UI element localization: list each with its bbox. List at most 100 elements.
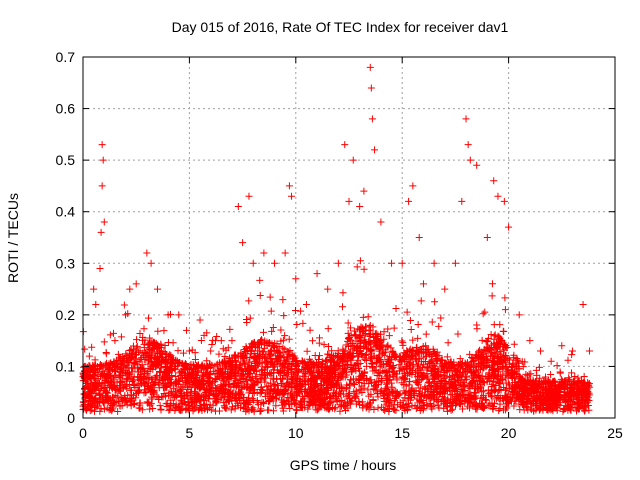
data-point (405, 391, 413, 399)
data-point (214, 396, 222, 404)
data-point (275, 348, 283, 356)
data-point (161, 392, 169, 400)
data-point (248, 340, 256, 348)
data-point (303, 347, 311, 355)
data-point (492, 349, 500, 357)
data-point (228, 357, 236, 365)
data-point (103, 404, 111, 412)
data-point (285, 383, 293, 391)
data-point (451, 365, 459, 373)
data-point (376, 359, 384, 367)
data-point (108, 383, 116, 391)
data-point (535, 406, 543, 414)
data-point (128, 364, 136, 372)
data-point-outlier (377, 218, 385, 226)
data-point (527, 406, 535, 414)
data-point (293, 361, 301, 369)
data-point-outlier (367, 84, 375, 92)
data-point (349, 379, 357, 387)
data-point-outlier (313, 270, 321, 278)
data-point (250, 406, 258, 414)
data-point (408, 347, 416, 355)
data-point (174, 347, 182, 355)
data-point-outlier (111, 337, 119, 345)
data-point (535, 382, 543, 390)
data-point-outlier (185, 347, 193, 355)
data-point (436, 360, 444, 368)
data-point (454, 330, 462, 338)
data-point (289, 370, 297, 378)
data-point (321, 388, 329, 396)
data-point (324, 404, 332, 412)
data-point (144, 341, 152, 349)
data-point (251, 381, 259, 389)
data-point (581, 383, 589, 391)
data-point (209, 336, 217, 344)
data-point (304, 405, 312, 413)
data-point (195, 361, 203, 369)
data-point (145, 339, 153, 347)
data-point (105, 397, 113, 405)
data-point (328, 369, 336, 377)
data-point (99, 367, 107, 375)
data-point (399, 341, 407, 349)
data-point (341, 373, 349, 381)
data-point (360, 265, 368, 273)
data-point (205, 374, 213, 382)
data-point (117, 333, 125, 341)
data-point-outlier (97, 228, 105, 236)
data-point (242, 316, 250, 324)
data-point (504, 372, 512, 380)
data-point (407, 325, 415, 333)
data-point (171, 379, 179, 387)
data-point (213, 361, 221, 369)
data-point (199, 393, 207, 401)
data-point (128, 395, 136, 403)
data-point (240, 352, 248, 360)
data-point (447, 358, 455, 366)
data-point (161, 341, 169, 349)
data-point (468, 369, 476, 377)
data-point (137, 377, 145, 385)
data-point (493, 344, 501, 352)
data-point (146, 364, 154, 372)
data-point (473, 373, 481, 381)
data-point (386, 397, 394, 405)
data-point (136, 329, 144, 337)
data-point (467, 391, 475, 399)
data-point (143, 383, 151, 391)
x-tick-label: 5 (186, 425, 194, 441)
data-point (292, 374, 300, 382)
data-point (328, 380, 336, 388)
data-point (240, 360, 248, 368)
data-point (291, 306, 299, 314)
data-point (571, 372, 579, 380)
data-point (368, 350, 376, 358)
data-point (483, 338, 491, 346)
data-point (274, 358, 282, 366)
data-point (333, 353, 341, 361)
data-point (211, 407, 219, 415)
y-axis-label: ROTI / TECUs (5, 193, 21, 283)
data-point (517, 383, 525, 391)
data-point (393, 374, 401, 382)
data-point (360, 369, 368, 377)
data-point (509, 384, 517, 392)
data-point (525, 394, 533, 402)
data-point (388, 388, 396, 396)
data-point (155, 394, 163, 402)
data-point (172, 393, 180, 401)
data-point (203, 364, 211, 372)
data-point (360, 336, 368, 344)
data-point (582, 403, 590, 411)
data-point (472, 368, 480, 376)
data-point (88, 343, 96, 351)
data-point (273, 375, 281, 383)
data-point (194, 406, 202, 414)
data-point (269, 407, 277, 415)
data-point (490, 358, 498, 366)
data-point-outlier (585, 347, 593, 355)
data-point (567, 383, 575, 391)
data-point-outlier (334, 259, 342, 267)
data-point (92, 394, 100, 402)
